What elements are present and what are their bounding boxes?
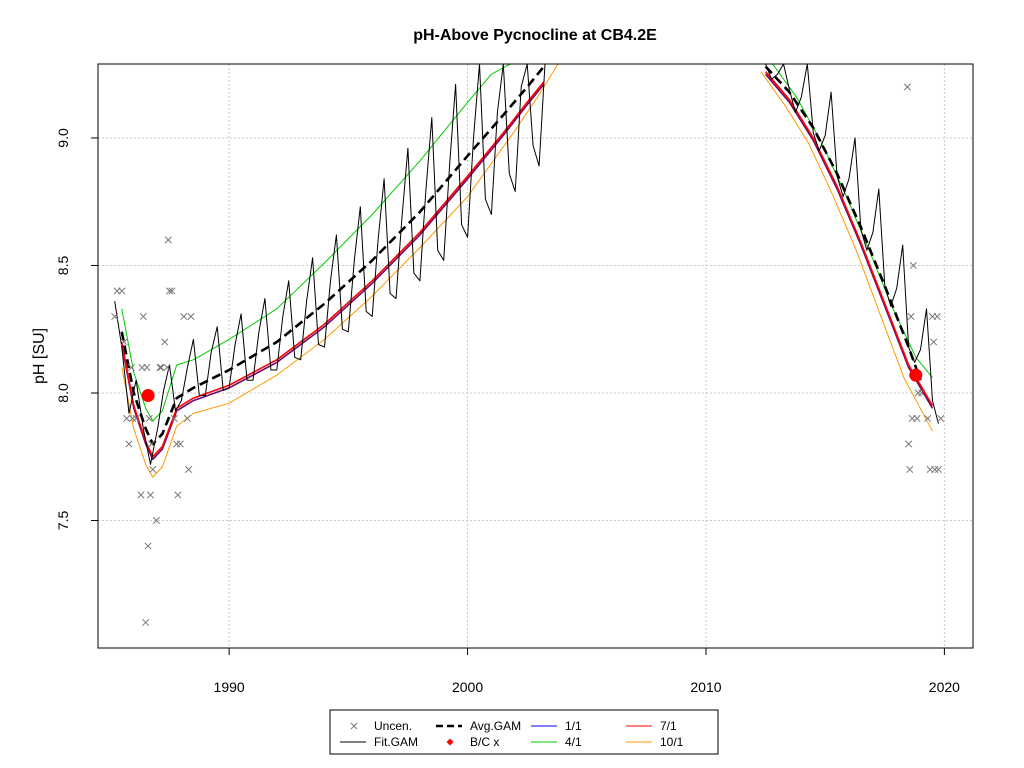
data-point — [139, 312, 147, 321]
series-line-71 — [121, 81, 545, 458]
y-axis-label: pH [SU] — [31, 328, 48, 384]
data-point — [142, 618, 150, 627]
y-tick-label: 8.5 — [55, 256, 71, 276]
grid — [98, 64, 973, 648]
axes: 1990 2000 2010 2020 7.5 8.0 8.5 9.0 — [55, 63, 974, 695]
bc-point — [909, 368, 923, 382]
data-point — [180, 312, 188, 321]
y-tick-label: 7.5 — [55, 511, 71, 531]
data-point — [933, 312, 941, 321]
series-line-101 — [121, 64, 559, 478]
data-point — [163, 363, 171, 372]
data-point — [146, 491, 155, 499]
data-point — [907, 312, 915, 321]
x-tick-label: 2000 — [452, 679, 483, 695]
data-point — [930, 338, 938, 346]
data-point — [937, 414, 945, 423]
data-point — [127, 363, 135, 372]
series-line-41 — [772, 64, 933, 379]
data-point — [183, 414, 191, 423]
data-point — [168, 287, 176, 295]
data-point — [905, 440, 913, 448]
data-point — [137, 491, 145, 499]
data-point — [174, 491, 182, 499]
data-point — [152, 516, 160, 525]
data-point — [909, 261, 917, 270]
legend-11-label: 1/1 — [565, 719, 582, 733]
data-point — [120, 338, 128, 346]
series-line-11 — [764, 73, 934, 409]
series-line-avggam — [120, 65, 545, 446]
data-point — [903, 83, 911, 91]
series-line-41 — [121, 64, 512, 422]
series-line-11 — [121, 83, 545, 461]
legend-uncen-marker — [350, 722, 358, 730]
data-point — [129, 414, 137, 423]
series-line-71 — [764, 71, 934, 407]
data-point — [187, 312, 195, 321]
legend-bcx-label: B/C x — [470, 735, 499, 749]
legend-41-label: 4/1 — [565, 735, 582, 749]
x-tick-label: 1990 — [214, 679, 245, 695]
legend-box — [329, 709, 719, 755]
series-line-avggam — [764, 65, 922, 381]
data-point — [908, 414, 916, 423]
chart-title: pH-Above Pycnocline at CB4.2E — [413, 27, 657, 44]
plot-border — [97, 63, 974, 649]
data-point — [170, 414, 178, 423]
series-line-101 — [760, 71, 933, 432]
data-point — [934, 465, 942, 474]
data-point — [176, 440, 184, 448]
data-point — [156, 363, 164, 372]
data-point — [173, 440, 181, 448]
data-point — [157, 363, 165, 372]
data-point — [125, 440, 133, 448]
data-point — [145, 414, 153, 423]
data-point — [149, 465, 157, 474]
legend-bcx-marker — [446, 738, 454, 746]
data-point — [185, 465, 193, 474]
data-point — [123, 414, 131, 423]
data-point — [165, 287, 174, 295]
data-point — [924, 414, 932, 423]
legend-101-label: 10/1 — [660, 735, 684, 749]
y-tick-label: 8.0 — [55, 383, 71, 403]
legend-fitgam-label: Fit.GAM — [374, 735, 418, 749]
data-point — [144, 542, 152, 550]
x-tick-label: 2010 — [690, 679, 721, 695]
series-line-fitgam — [765, 64, 939, 424]
data-point — [164, 236, 172, 244]
data-point — [111, 312, 119, 321]
legend-avggam-label: Avg.GAM — [470, 719, 521, 733]
x-tick-label: 2020 — [929, 679, 960, 695]
legend: Uncen. Avg.GAM 1/1 7/1 Fit.GAM B/C x 4/1 10/1 — [329, 709, 719, 755]
y-tick-label: 9.0 — [55, 128, 71, 148]
legend-71-label: 7/1 — [660, 719, 677, 733]
data-point — [926, 465, 934, 474]
series-line-fitgam — [114, 64, 551, 465]
bc-point — [141, 389, 155, 403]
data-point — [148, 440, 156, 448]
data-point — [161, 338, 169, 346]
data-point — [914, 389, 922, 397]
data-point — [118, 287, 126, 295]
legend-uncen-label: Uncen. — [374, 719, 412, 733]
series-layer — [111, 64, 945, 627]
data-point — [143, 363, 151, 372]
data-point — [906, 465, 914, 474]
